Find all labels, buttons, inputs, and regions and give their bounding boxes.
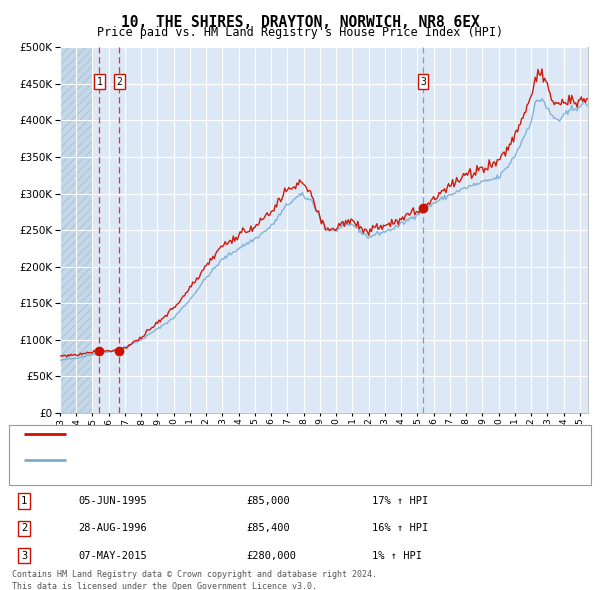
Text: 1: 1 xyxy=(21,496,27,506)
Text: 28-AUG-1996: 28-AUG-1996 xyxy=(78,523,147,533)
Text: 07-MAY-2015: 07-MAY-2015 xyxy=(78,551,147,560)
Bar xyxy=(60,47,92,413)
Text: Price paid vs. HM Land Registry's House Price Index (HPI): Price paid vs. HM Land Registry's House … xyxy=(97,26,503,39)
Text: 16% ↑ HPI: 16% ↑ HPI xyxy=(372,523,428,533)
Text: 1% ↑ HPI: 1% ↑ HPI xyxy=(372,551,422,560)
Text: 1: 1 xyxy=(97,77,102,87)
Text: HPI: Average price, detached house, Broadland: HPI: Average price, detached house, Broa… xyxy=(72,455,342,465)
Text: 10, THE SHIRES, DRAYTON, NORWICH, NR8 6EX (detached house): 10, THE SHIRES, DRAYTON, NORWICH, NR8 6E… xyxy=(72,430,420,440)
Text: 17% ↑ HPI: 17% ↑ HPI xyxy=(372,496,428,506)
Text: £85,400: £85,400 xyxy=(246,523,290,533)
FancyBboxPatch shape xyxy=(9,425,591,485)
Text: 05-JUN-1995: 05-JUN-1995 xyxy=(78,496,147,506)
Text: 2: 2 xyxy=(116,77,122,87)
Text: 2: 2 xyxy=(21,523,27,533)
Text: 3: 3 xyxy=(21,551,27,560)
Bar xyxy=(60,47,92,413)
Text: 3: 3 xyxy=(420,77,426,87)
Text: Contains HM Land Registry data © Crown copyright and database right 2024.: Contains HM Land Registry data © Crown c… xyxy=(12,570,377,579)
Text: £85,000: £85,000 xyxy=(246,496,290,506)
Text: £280,000: £280,000 xyxy=(246,551,296,560)
Text: 10, THE SHIRES, DRAYTON, NORWICH, NR8 6EX: 10, THE SHIRES, DRAYTON, NORWICH, NR8 6E… xyxy=(121,15,479,30)
Text: This data is licensed under the Open Government Licence v3.0.: This data is licensed under the Open Gov… xyxy=(12,582,317,590)
